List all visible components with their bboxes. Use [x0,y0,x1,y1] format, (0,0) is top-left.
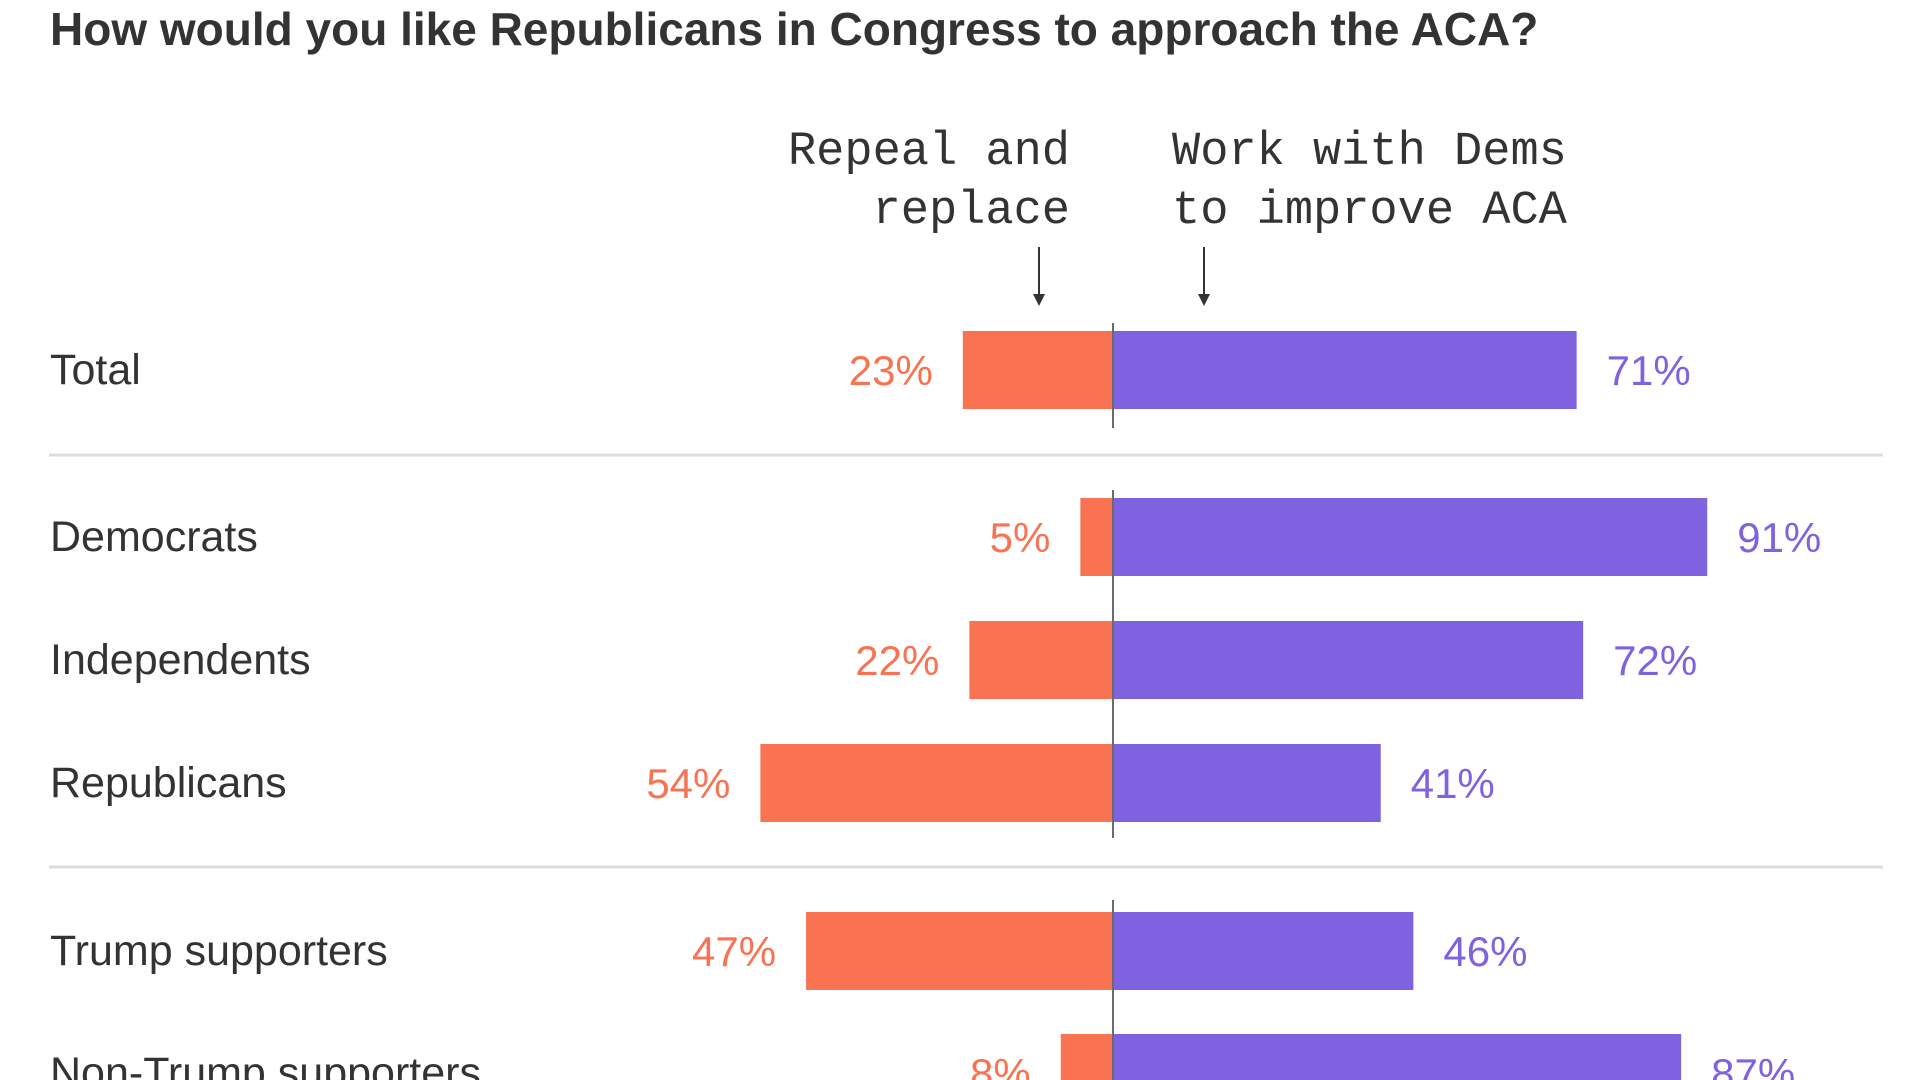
improve-bar-republicans [1113,744,1381,822]
improve-value-trump-supporters: 46% [1443,928,1527,975]
repeal-bar-independents [969,621,1113,699]
repeal-value-non-trump-supporters: 8% [970,1050,1031,1080]
row-label-trump-supporters: Trump supporters [50,927,388,975]
row-label-non-trump-supporters: Non-Trump supporters [50,1049,481,1080]
repeal-value-trump-supporters: 47% [692,928,776,975]
improve-value-non-trump-supporters: 87% [1711,1050,1795,1080]
improve-header-line-1: Work with Dems [1172,126,1567,179]
repeal-header-line-2: replace [873,185,1070,238]
repeal-bar-democrats [1080,498,1113,576]
repeal-value-independents: 22% [855,637,939,684]
row-label-independents: Independents [50,636,311,684]
improve-bar-non-trump-supporters [1113,1034,1682,1080]
improve-value-independents: 72% [1613,637,1697,684]
repeal-bar-trump-supporters [806,912,1113,990]
repeal-value-democrats: 5% [990,514,1051,561]
improve-value-democrats: 91% [1737,514,1821,561]
row-label-total: Total [50,346,141,394]
chart-title: How would you like Republicans in Congre… [50,3,1539,55]
repeal-value-total: 23% [849,347,933,394]
improve-bar-total [1113,331,1577,409]
repeal-header-line-1: Repeal and [788,126,1070,179]
row-label-republicans: Republicans [50,759,287,807]
improve-arrow-head [1198,294,1210,306]
improve-value-total: 71% [1607,347,1691,394]
repeal-bar-republicans [760,744,1113,822]
improve-bar-democrats [1113,498,1708,576]
improve-bar-independents [1113,621,1584,699]
repeal-value-republicans: 54% [646,760,730,807]
improve-header-line-2: to improve ACA [1172,185,1568,238]
repeal-arrow-head [1033,294,1045,306]
improve-value-republicans: 41% [1411,760,1495,807]
row-label-democrats: Democrats [50,513,258,561]
repeal-bar-non-trump-supporters [1060,1034,1113,1080]
repeal-bar-total [962,331,1113,409]
improve-bar-trump-supporters [1113,912,1414,990]
